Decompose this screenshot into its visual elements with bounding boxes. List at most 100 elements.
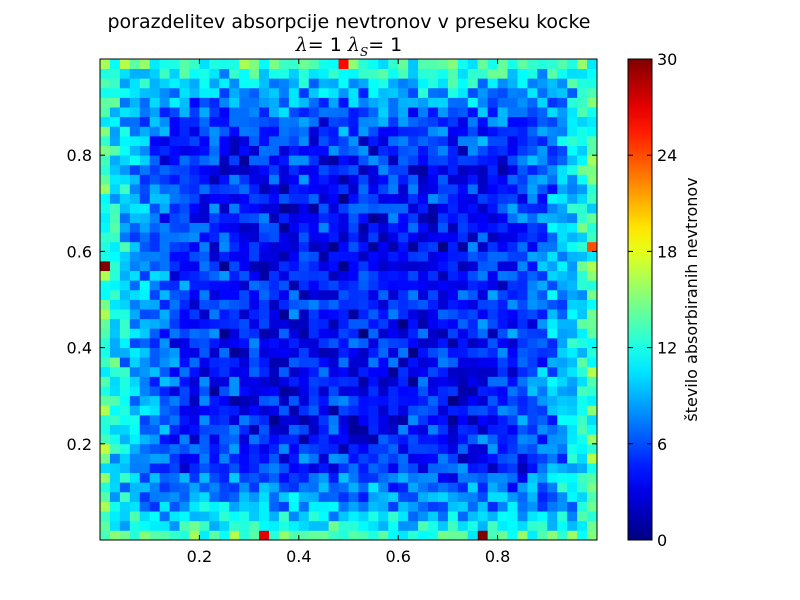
heatmap-cell (338, 97, 349, 108)
heatmap-cell (547, 280, 558, 291)
heatmap-cell (308, 376, 320, 387)
heatmap-cell (209, 164, 220, 175)
heatmap-cell (268, 366, 280, 377)
heatmap-cell (527, 357, 538, 368)
heatmap-cell (199, 289, 210, 300)
heatmap-cell (388, 222, 399, 233)
heatmap-cell (288, 135, 300, 146)
heatmap-cell (388, 241, 399, 252)
heatmap-cell (428, 193, 439, 204)
heatmap-cell (497, 97, 508, 108)
heatmap-cell (547, 126, 558, 137)
heatmap-cell (467, 309, 479, 320)
heatmap-cell (169, 203, 180, 214)
heatmap-cell (408, 386, 419, 397)
heatmap-cell (418, 376, 429, 387)
heatmap-cell (298, 405, 310, 416)
heatmap-cell (587, 414, 598, 425)
heatmap-cell (139, 530, 151, 541)
heatmap-cell (517, 491, 528, 502)
chart-subtitle: λ= 1 λS= 1 (100, 34, 598, 63)
heatmap-cell (447, 424, 459, 435)
heatmap-cell (557, 222, 568, 233)
heatmap-cell (189, 482, 200, 493)
heatmap-cell (527, 366, 538, 377)
heatmap-cell (298, 366, 310, 377)
heatmap-cell (328, 135, 339, 146)
heatmap-cell (100, 530, 111, 541)
heatmap-cell (328, 453, 339, 464)
heatmap-cell (358, 203, 369, 214)
heatmap-cell (288, 270, 300, 281)
heatmap-cell (268, 222, 280, 233)
heatmap-cell (487, 280, 498, 291)
heatmap-cell (457, 520, 469, 531)
heatmap-cell (378, 270, 389, 281)
heatmap-cell (318, 328, 330, 339)
heatmap-cell (298, 299, 310, 310)
heatmap-cell (477, 78, 489, 89)
heatmap-cell (527, 405, 538, 416)
heatmap-cell (209, 501, 220, 512)
heatmap-cell (487, 395, 498, 406)
heatmap-cell (189, 164, 200, 175)
heatmap-cell (457, 193, 469, 204)
heatmap-cell (398, 491, 409, 502)
heatmap-cell (497, 135, 508, 146)
heatmap-cell (587, 232, 598, 243)
heatmap-cell (149, 78, 161, 89)
heatmap-cell (428, 511, 439, 522)
heatmap-cell (298, 261, 310, 272)
heatmap-cell (428, 386, 439, 397)
heatmap-cell (298, 193, 310, 204)
heatmap-cell (428, 299, 439, 310)
heatmap-cell (507, 530, 518, 541)
heatmap-cell (278, 270, 290, 281)
heatmap-cell (587, 241, 598, 252)
heatmap-cell (249, 443, 260, 454)
heatmap-cell (567, 434, 578, 445)
heatmap-cell (388, 482, 399, 493)
heatmap-cell (229, 270, 240, 281)
heatmap-cell (428, 347, 439, 358)
heatmap-cell (368, 97, 379, 108)
heatmap-cell (418, 251, 429, 262)
heatmap-cell (199, 395, 210, 406)
heatmap-cell (358, 59, 369, 70)
heatmap-cell (259, 155, 270, 166)
heatmap-cell (398, 289, 409, 300)
heatmap-cell (308, 164, 320, 175)
heatmap-cell (100, 453, 111, 464)
heatmap-cell (378, 126, 389, 137)
heatmap-cell (348, 366, 359, 377)
heatmap-cell (418, 289, 429, 300)
heatmap-cell (298, 78, 310, 89)
heatmap-cell (239, 232, 250, 243)
heatmap-cell (378, 78, 389, 89)
colorbar-tick-label: 6 (657, 435, 667, 454)
heatmap-cell (189, 366, 200, 377)
heatmap-cell (428, 491, 439, 502)
heatmap-cell (219, 203, 230, 214)
heatmap-cell (587, 116, 598, 127)
heatmap-cell (100, 309, 111, 320)
heatmap-cell (219, 530, 230, 541)
heatmap-cell (398, 318, 409, 329)
heatmap-cell (268, 434, 280, 445)
heatmap-cell (239, 212, 250, 223)
heatmap-cell (159, 463, 170, 474)
heatmap-cell (447, 443, 459, 454)
heatmap-cell (249, 472, 260, 483)
heatmap-cell (368, 530, 379, 541)
heatmap-cell (318, 309, 330, 320)
heatmap-cell (358, 174, 369, 185)
heatmap-cell (119, 59, 131, 70)
heatmap-cell (288, 116, 300, 127)
heatmap-cell (358, 97, 369, 108)
heatmap-cell (259, 414, 270, 425)
heatmap-cell (457, 126, 469, 137)
heatmap-cell (447, 405, 459, 416)
heatmap-cell (239, 395, 250, 406)
heatmap-cell (447, 463, 459, 474)
heatmap-cell (408, 212, 419, 223)
